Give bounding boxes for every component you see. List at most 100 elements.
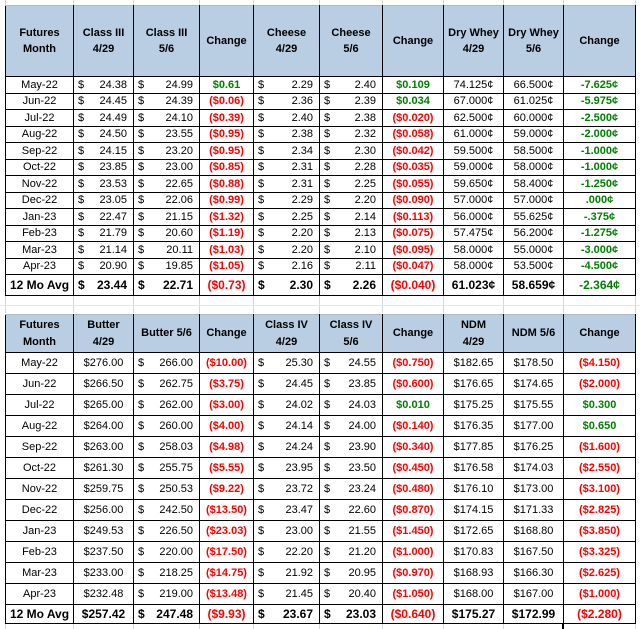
cell-price[interactable]: $2.30	[253, 274, 320, 296]
cell-price[interactable]: 55.625¢	[503, 208, 564, 226]
column-header[interactable]: Futures Month	[5, 314, 74, 353]
cell-change[interactable]: ($2.825)	[563, 499, 636, 521]
cell-change[interactable]: ($0.480)	[382, 478, 444, 500]
cell-price[interactable]: $266.50	[73, 373, 134, 395]
cell-price[interactable]: $173.00	[503, 478, 564, 500]
cell-month[interactable]: Nov-22	[5, 175, 74, 193]
cell-price[interactable]: 57.000¢	[503, 191, 564, 209]
cell-change[interactable]: $0.109	[382, 76, 444, 94]
cell-change[interactable]: ($0.450)	[382, 457, 444, 479]
cell-price[interactable]: $218.25	[133, 562, 200, 584]
cell-change[interactable]: -2.000¢	[563, 125, 636, 143]
cell-change[interactable]: ($1.600)	[563, 436, 636, 458]
cell-price[interactable]: $24.99	[133, 76, 200, 94]
cell-price[interactable]: $2.36	[253, 92, 320, 110]
cell-change[interactable]: ($0.095)	[382, 241, 444, 259]
cell-price[interactable]: $177.00	[503, 415, 564, 437]
cell-month[interactable]: Jun-22	[5, 373, 74, 395]
cell-price[interactable]: $276.00	[73, 352, 134, 374]
cell-price[interactable]: $23.67	[253, 604, 320, 624]
cell-change[interactable]: ($0.640)	[382, 604, 444, 624]
cell-month[interactable]: Apr-23	[5, 257, 74, 275]
cell-month[interactable]: Nov-22	[5, 478, 74, 500]
cell-change[interactable]: ($1.000)	[563, 583, 636, 605]
cell-price[interactable]: 56.000¢	[443, 208, 504, 226]
cell-price[interactable]: $20.95	[319, 562, 383, 584]
cell-price[interactable]: $255.75	[133, 457, 200, 479]
cell-month[interactable]: Aug-22	[5, 415, 74, 437]
cell-month[interactable]: May-22	[5, 352, 74, 374]
column-header[interactable]: Class III 4/29	[73, 5, 134, 77]
cell-change[interactable]: -.375¢	[563, 208, 636, 226]
cell-price[interactable]: 74.125¢	[443, 76, 504, 94]
cell-price[interactable]: $232.48	[73, 583, 134, 605]
cell-change[interactable]: ($0.85)	[199, 158, 254, 176]
cell-change[interactable]: -3.000¢	[563, 241, 636, 259]
cell-change[interactable]: ($0.88)	[199, 175, 254, 193]
cell-month[interactable]: Mar-23	[5, 562, 74, 584]
column-header[interactable]: Cheese 4/29	[253, 5, 320, 77]
cell-price[interactable]: $176.65	[443, 373, 504, 395]
cell-price[interactable]: $168.80	[503, 520, 564, 542]
cell-change[interactable]: $0.034	[382, 92, 444, 110]
cell-price[interactable]: $23.00	[133, 158, 200, 176]
cell-price[interactable]: $260.00	[133, 415, 200, 437]
cell-price[interactable]: $22.47	[73, 208, 134, 226]
cell-price[interactable]: $20.60	[133, 224, 200, 242]
cell-price[interactable]: $250.53	[133, 478, 200, 500]
column-header[interactable]: Change	[563, 314, 636, 353]
cell-price[interactable]: $23.03	[319, 604, 383, 624]
cell-month[interactable]: Apr-23	[5, 583, 74, 605]
cell-change[interactable]: ($0.020)	[382, 109, 444, 127]
cell-price[interactable]: $174.03	[503, 457, 564, 479]
cell-price[interactable]: $21.79	[73, 224, 134, 242]
cell-price[interactable]: $22.71	[133, 274, 200, 296]
cell-change[interactable]: ($9.93)	[199, 604, 254, 624]
cell-change[interactable]: ($0.035)	[382, 158, 444, 176]
cell-price[interactable]: $21.20	[319, 541, 383, 563]
cell-price[interactable]: $20.40	[319, 583, 383, 605]
cell-price[interactable]: $2.29	[253, 76, 320, 94]
cell-price[interactable]: $220.00	[133, 541, 200, 563]
cell-month[interactable]: Dec-22	[5, 499, 74, 521]
cell-price[interactable]: $174.65	[503, 373, 564, 395]
cell-change[interactable]: $0.650	[563, 415, 636, 437]
cell-change[interactable]: ($0.39)	[199, 109, 254, 127]
cell-month[interactable]: Jul-22	[5, 109, 74, 127]
cell-price[interactable]: $2.14	[319, 208, 383, 226]
cell-change[interactable]: ($0.040)	[382, 274, 444, 296]
cell-change[interactable]: ($0.73)	[199, 274, 254, 296]
cell-price[interactable]: 57.000¢	[443, 191, 504, 209]
cell-change[interactable]: ($1.32)	[199, 208, 254, 226]
cell-price[interactable]: 58.000¢	[443, 257, 504, 275]
cell-price[interactable]: 67.000¢	[443, 92, 504, 110]
column-header[interactable]: Futures Month	[5, 5, 74, 77]
cell-change[interactable]: ($0.140)	[382, 415, 444, 437]
cell-change[interactable]: ($0.113)	[382, 208, 444, 226]
column-header[interactable]: Butter 5/6	[133, 314, 200, 353]
cell-price[interactable]: $23.20	[133, 142, 200, 160]
cell-price[interactable]: $168.93	[443, 562, 504, 584]
cell-price[interactable]: $2.38	[253, 125, 320, 143]
column-header[interactable]: Dry Whey 5/6	[503, 5, 564, 77]
cell-price[interactable]: $23.00	[253, 520, 320, 542]
cell-price[interactable]: $2.31	[253, 175, 320, 193]
cell-price[interactable]: 58.400¢	[503, 175, 564, 193]
cell-price[interactable]: $257.42	[73, 604, 134, 624]
cell-change[interactable]: ($0.600)	[382, 373, 444, 395]
cell-price[interactable]: $266.00	[133, 352, 200, 374]
cell-price[interactable]: $21.45	[253, 583, 320, 605]
column-header[interactable]: NDM 4/29	[443, 314, 504, 353]
cell-change[interactable]: ($10.00)	[199, 352, 254, 374]
cell-price[interactable]: $24.50	[73, 125, 134, 143]
cell-price[interactable]: 62.500¢	[443, 109, 504, 127]
cell-month[interactable]: Oct-22	[5, 457, 74, 479]
cell-price[interactable]: 59.000¢	[503, 125, 564, 143]
cell-month[interactable]: May-22	[5, 76, 74, 94]
cell-change[interactable]: ($5.55)	[199, 457, 254, 479]
cell-price[interactable]: $2.34	[253, 142, 320, 160]
cell-price[interactable]: $24.45	[253, 373, 320, 395]
cell-price[interactable]: $219.00	[133, 583, 200, 605]
cell-price[interactable]: $24.24	[253, 436, 320, 458]
cell-change[interactable]: ($0.06)	[199, 92, 254, 110]
